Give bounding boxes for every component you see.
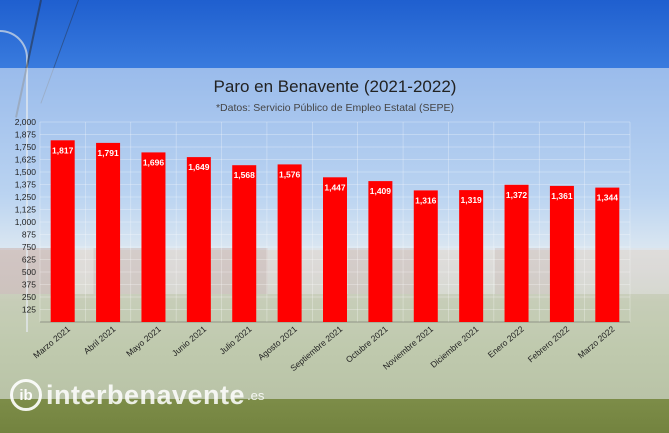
data-label: 1,576	[279, 169, 301, 179]
y-tick-label: 750	[22, 242, 36, 252]
y-tick-label: 1,375	[15, 180, 37, 190]
bar	[141, 152, 166, 322]
x-tick-label: Febrero 2022	[526, 324, 572, 365]
y-tick-label: 1,125	[15, 205, 37, 215]
bar	[504, 184, 529, 322]
data-label: 1,344	[597, 193, 619, 203]
chart-subtitle: *Datos: Servicio Público de Empleo Estat…	[216, 102, 454, 114]
x-tick-label: Marzo 2021	[31, 324, 72, 361]
y-tick-label: 1,250	[15, 192, 37, 202]
y-tick-label: 1,750	[15, 142, 37, 152]
y-tick-label: 625	[22, 255, 36, 265]
x-tick-label: Mayo 2021	[124, 324, 163, 359]
x-axis-categories: Marzo 2021 Abril 2021 Mayo 2021 Junio 2021 J…	[31, 324, 617, 373]
bar	[413, 190, 438, 322]
x-tick-label: Octubre 2021	[344, 324, 390, 365]
site-logo-icon: ib	[10, 379, 42, 411]
x-tick-label: Diciembre 2021	[428, 324, 480, 370]
bar	[549, 185, 574, 322]
data-label: 1,316	[415, 195, 437, 205]
x-tick-label: Julio 2021	[217, 324, 253, 357]
y-tick-label: 125	[22, 305, 36, 315]
y-tick-label: 250	[22, 292, 36, 302]
bar	[277, 164, 302, 322]
data-label: 1,791	[97, 148, 119, 158]
y-tick-label: 1,500	[15, 167, 37, 177]
site-name: interbenavente	[46, 379, 246, 410]
data-label: 1,568	[234, 170, 256, 180]
bar	[186, 157, 211, 322]
y-tick-label: 2,000	[15, 117, 37, 127]
y-tick-label: 1,875	[15, 130, 37, 140]
x-tick-label: Agosto 2021	[256, 324, 299, 363]
bars	[50, 140, 620, 322]
bar	[323, 177, 347, 322]
y-tick-label: 500	[22, 267, 36, 277]
y-tick-label: 375	[22, 280, 36, 290]
x-tick-label: Junio 2021	[170, 324, 208, 359]
bar	[368, 181, 393, 322]
bar	[595, 187, 620, 322]
x-tick-label: Enero 2022	[486, 324, 526, 360]
bar	[96, 142, 121, 322]
x-tick-label: Marzo 2022	[576, 324, 617, 361]
x-tick-label: Abril 2021	[82, 324, 118, 356]
data-label: 1,649	[188, 162, 210, 172]
y-tick-label: 1,000	[15, 217, 37, 227]
data-label: 1,372	[506, 190, 528, 200]
data-labels: 1,817 1,791 1,696 1,649 1,568 1,576 1,447 1,409…	[52, 145, 618, 205]
data-label: 1,361	[551, 191, 573, 201]
data-label: 1,319	[461, 195, 483, 205]
site-watermark: ib interbenavente .es	[10, 378, 264, 412]
bar	[459, 190, 484, 322]
chart-title: Paro en Benavente (2021-2022)	[214, 77, 457, 96]
y-tick-label: 1,625	[15, 155, 37, 165]
data-label: 1,447	[324, 182, 346, 192]
data-label: 1,696	[143, 157, 165, 167]
y-axis-ticks: 125 250 375 500 625 750 875 1,000 1,125 1,250 1,37…	[15, 117, 37, 315]
y-tick-label: 875	[22, 230, 36, 240]
bar	[50, 140, 75, 322]
bar	[232, 165, 257, 322]
data-label: 1,409	[370, 186, 392, 196]
site-domain-suffix: .es	[247, 387, 265, 403]
data-label: 1,817	[52, 145, 74, 155]
